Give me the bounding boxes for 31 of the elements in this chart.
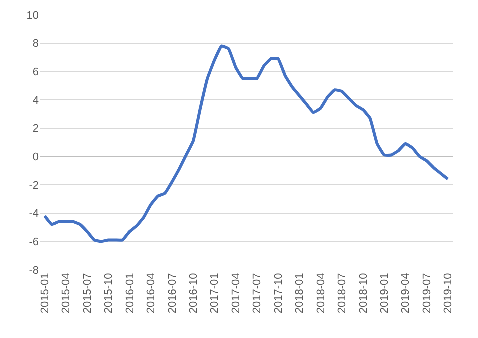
x-tick-label: 2019-01 — [378, 273, 391, 314]
x-tick-label: 2015-10 — [103, 273, 116, 314]
x-tick-label: 2016-01 — [124, 273, 136, 314]
y-tick-label: 6 — [32, 66, 39, 79]
x-tick-label: 2015-01 — [40, 273, 52, 314]
x-tick-label: 2019-07 — [421, 273, 434, 314]
y-tick-label: -6 — [29, 236, 39, 249]
x-tick-label: 2017-10 — [272, 273, 285, 314]
y-tick-label: -8 — [29, 264, 39, 277]
x-tick-label: 2018-01 — [294, 273, 306, 314]
y-tick-label: 10 — [26, 10, 39, 22]
x-tick-label: 2019-04 — [400, 273, 412, 314]
y-tick-label: 0 — [32, 152, 39, 164]
x-tick-label: 2017-01 — [209, 273, 222, 314]
x-tick-label: 2016-07 — [166, 273, 179, 314]
x-tick-label: 2018-10 — [358, 273, 370, 314]
x-tick-label: 2019-10 — [442, 273, 455, 314]
x-tick-label: 2017-04 — [230, 273, 242, 314]
y-tick-label: -4 — [29, 208, 39, 220]
y-tick-label: 8 — [32, 38, 39, 50]
x-tick-label: 2015-07 — [82, 273, 94, 314]
x-tick-label: 2017-07 — [252, 273, 264, 314]
x-tick-label: 2018-04 — [315, 273, 328, 314]
line-series — [43, 44, 450, 244]
x-tick-label: 2016-10 — [188, 273, 200, 314]
x-tick-label: 2016-04 — [146, 273, 158, 314]
x-tick-label: 2018-07 — [336, 273, 349, 314]
y-tick-label: -2 — [29, 180, 39, 192]
y-tick-label: 4 — [32, 94, 39, 107]
y-tick-label: 2 — [32, 123, 39, 136]
x-tick-label: 2015-04 — [60, 273, 73, 314]
